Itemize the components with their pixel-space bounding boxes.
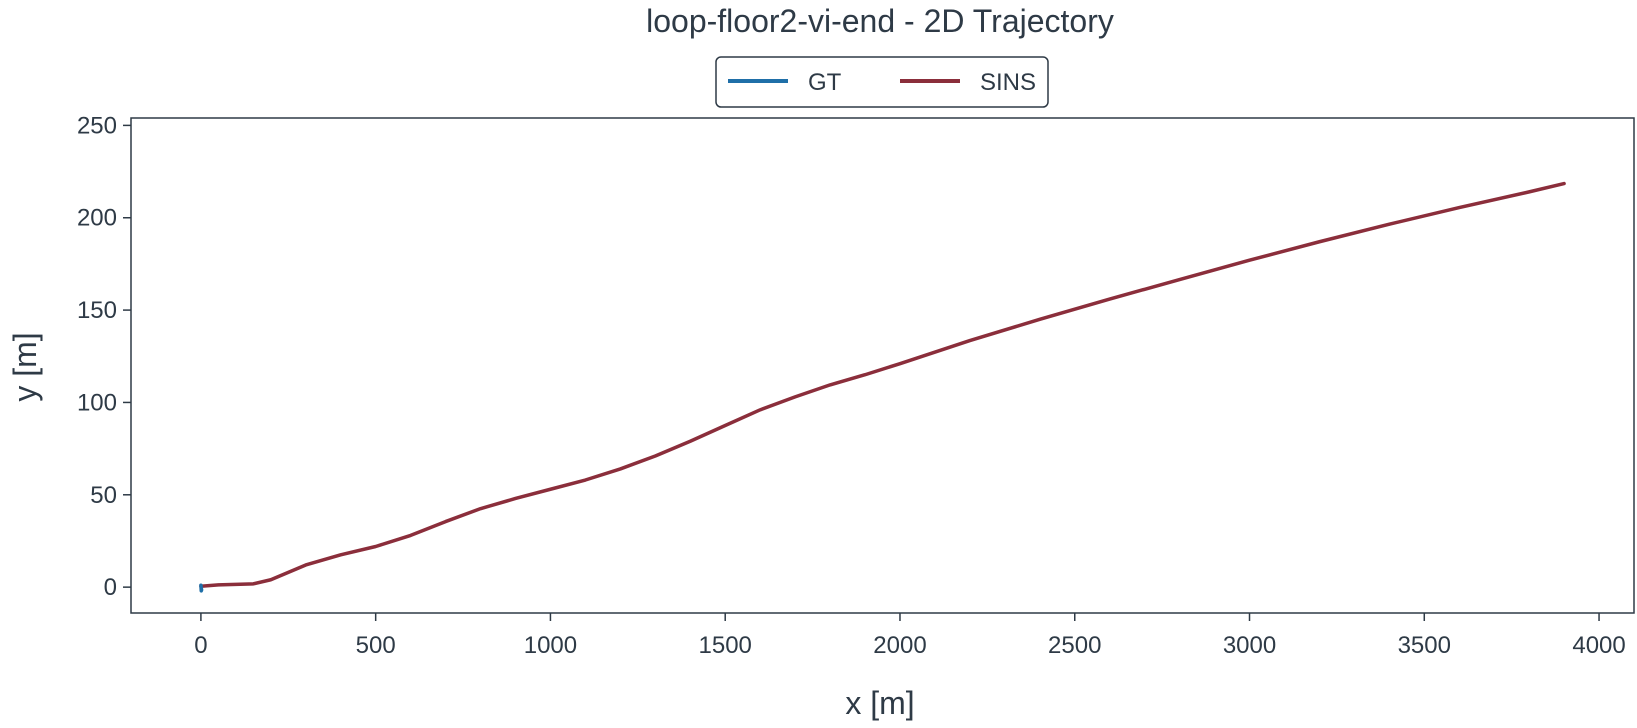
y-tick-label: 0: [104, 574, 117, 601]
x-tick-label: 1500: [699, 632, 752, 659]
legend-label-gt: GT: [808, 69, 842, 96]
legend: GT SINS: [715, 56, 1049, 108]
x-tick-label: 500: [356, 632, 396, 659]
y-tick-label: 200: [77, 205, 117, 232]
series-line-sins: [199, 181, 1566, 588]
x-tick-label: 4000: [1572, 632, 1625, 659]
legend-box: [715, 56, 1049, 108]
x-axis: 0 500 1000 1500 2000 2500 3000 3500 4000: [194, 613, 1626, 659]
series-layer: [199, 181, 1566, 593]
y-axis-label: y [m]: [7, 332, 43, 401]
chart-title: loop-floor2-vi-end - 2D Trajectory: [646, 3, 1114, 39]
x-tick-label: 2500: [1048, 632, 1101, 659]
y-axis: 0 50 100 150 200 250: [77, 112, 131, 601]
y-tick-label: 100: [77, 389, 117, 416]
x-tick-label: 0: [194, 632, 207, 659]
legend-label-sins: SINS: [980, 69, 1036, 96]
plot-area: [130, 117, 1635, 614]
y-tick-label: 50: [90, 482, 117, 509]
x-tick-label: 1000: [524, 632, 577, 659]
x-axis-label: x [m]: [845, 685, 914, 721]
y-tick-label: 150: [77, 297, 117, 324]
x-tick-label: 3500: [1398, 632, 1451, 659]
series-line-gt: [199, 583, 204, 593]
x-tick-label: 3000: [1223, 632, 1276, 659]
y-tick-label: 250: [77, 112, 117, 139]
x-tick-label: 2000: [873, 632, 926, 659]
